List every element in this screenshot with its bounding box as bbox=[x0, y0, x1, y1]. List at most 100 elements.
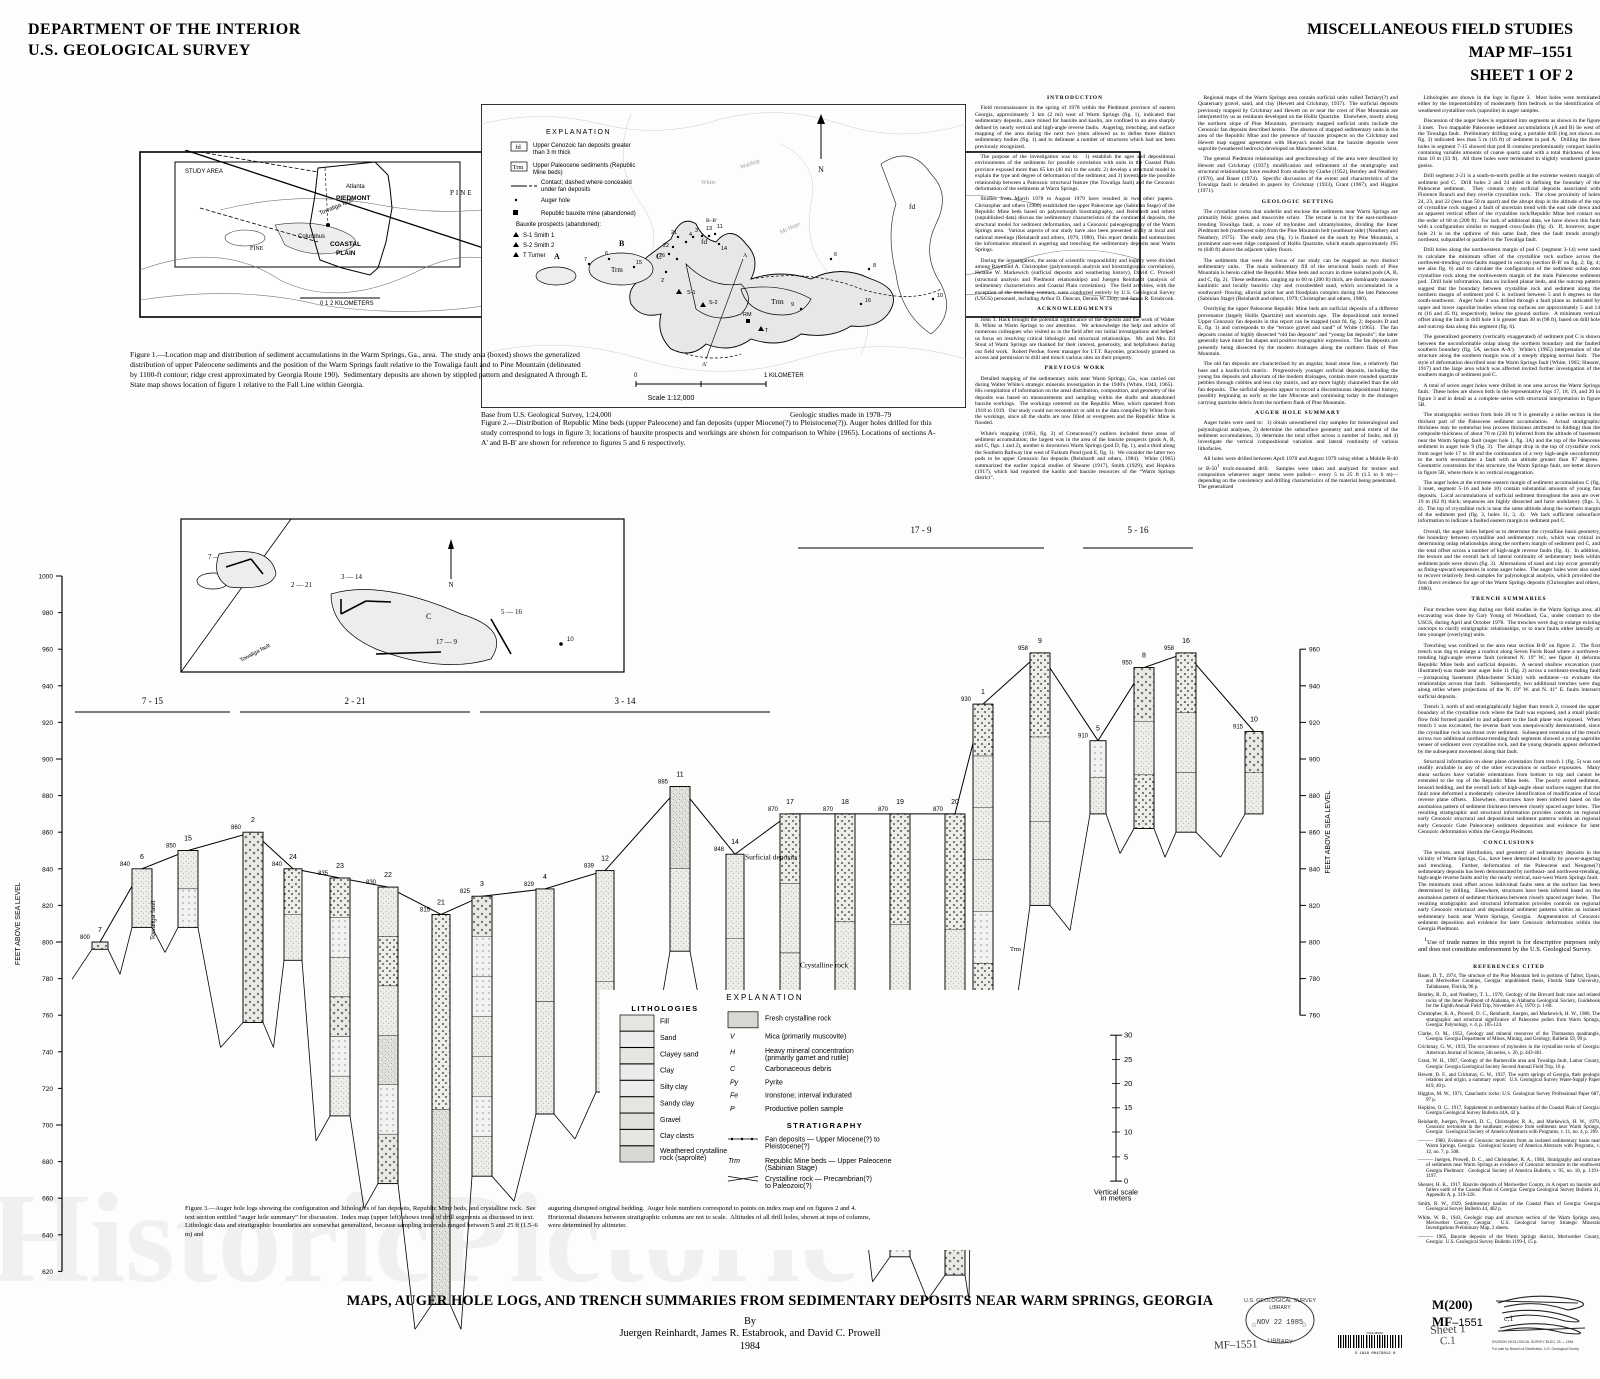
svg-text:860: 860 bbox=[231, 825, 242, 831]
svg-text:740: 740 bbox=[42, 1049, 53, 1056]
svg-text:780: 780 bbox=[42, 976, 53, 983]
svg-text:940: 940 bbox=[1309, 683, 1320, 690]
svg-text:12: 12 bbox=[601, 856, 609, 863]
svg-text:880: 880 bbox=[1309, 793, 1320, 800]
svg-text:Productive pollen sample: Productive pollen sample bbox=[765, 1106, 843, 1113]
svg-text:760: 760 bbox=[1309, 1013, 1320, 1020]
svg-text:910: 910 bbox=[1078, 734, 1089, 740]
svg-text:to Paleozoic(?): to Paleozoic(?) bbox=[765, 1183, 812, 1190]
svg-text:16: 16 bbox=[1182, 638, 1190, 645]
svg-text:10: 10 bbox=[567, 637, 574, 643]
svg-text:17 –– 9: 17 –– 9 bbox=[436, 638, 458, 646]
svg-text:Trm: Trm bbox=[728, 1158, 740, 1165]
svg-text:5: 5 bbox=[1124, 1152, 1128, 1161]
svg-text:8: 8 bbox=[1142, 653, 1146, 660]
svg-text:9: 9 bbox=[1038, 638, 1042, 645]
svg-text:960: 960 bbox=[42, 647, 53, 654]
svg-text:3: 3 bbox=[480, 881, 484, 888]
svg-text:11: 11 bbox=[676, 772, 683, 779]
svg-text:760: 760 bbox=[42, 1013, 53, 1020]
svg-text:840: 840 bbox=[1309, 866, 1320, 873]
svg-text:14: 14 bbox=[731, 839, 739, 846]
svg-text:958: 958 bbox=[1018, 646, 1029, 652]
svg-text:900: 900 bbox=[1309, 757, 1320, 764]
svg-text:Weathered crystalline: Weathered crystalline bbox=[660, 1148, 727, 1155]
svg-text:4: 4 bbox=[543, 874, 547, 881]
svg-text:Fill: Fill bbox=[660, 1019, 669, 1026]
svg-text:19: 19 bbox=[896, 799, 904, 806]
svg-text:860: 860 bbox=[1309, 830, 1320, 837]
svg-text:30: 30 bbox=[1124, 1031, 1132, 1040]
svg-text:LITHOLOGIES: LITHOLOGIES bbox=[631, 1004, 698, 1013]
svg-text:780: 780 bbox=[1309, 976, 1320, 983]
svg-text:848: 848 bbox=[714, 847, 725, 853]
svg-text:5 –– 16: 5 –– 16 bbox=[501, 608, 523, 616]
svg-text:(Sabinian Stage): (Sabinian Stage) bbox=[765, 1165, 817, 1172]
svg-text:870: 870 bbox=[823, 807, 834, 813]
svg-text:Gravel: Gravel bbox=[660, 1117, 681, 1124]
svg-text:Pyrite: Pyrite bbox=[765, 1079, 783, 1086]
svg-text:Pleistocene(?): Pleistocene(?) bbox=[765, 1143, 810, 1150]
svg-text:FEET ABOVE SEA LEVEL: FEET ABOVE SEA LEVEL bbox=[15, 882, 22, 965]
svg-text:20: 20 bbox=[951, 799, 959, 806]
svg-text:Clayey sand: Clayey sand bbox=[660, 1051, 699, 1058]
svg-text:15: 15 bbox=[184, 836, 192, 843]
svg-text:P: P bbox=[730, 1106, 735, 1113]
svg-text:Towaliga fault: Towaliga fault bbox=[150, 900, 157, 940]
svg-text:800: 800 bbox=[42, 940, 53, 947]
svg-text:3 - 14: 3 - 14 bbox=[615, 696, 636, 706]
svg-text:Clay: Clay bbox=[660, 1068, 675, 1075]
svg-text:10: 10 bbox=[1250, 717, 1258, 724]
svg-text:0: 0 bbox=[1124, 1176, 1128, 1185]
svg-text:in meters: in meters bbox=[1101, 1194, 1132, 1203]
svg-text:885: 885 bbox=[658, 780, 669, 786]
svg-text:Republic Mine beds — Upper Pal: Republic Mine beds — Upper Paleocene bbox=[765, 1158, 892, 1165]
svg-text:840: 840 bbox=[272, 862, 283, 868]
svg-text:950: 950 bbox=[1122, 661, 1133, 667]
svg-text:21: 21 bbox=[437, 900, 445, 907]
svg-text:825: 825 bbox=[460, 889, 471, 895]
svg-text:2 –– 21: 2 –– 21 bbox=[291, 581, 313, 589]
svg-text:815: 815 bbox=[420, 908, 431, 914]
svg-text:17: 17 bbox=[786, 799, 794, 806]
svg-text:Fe: Fe bbox=[730, 1093, 738, 1100]
svg-text:830: 830 bbox=[366, 880, 377, 886]
svg-text:940: 940 bbox=[42, 683, 53, 690]
svg-text:15: 15 bbox=[1124, 1103, 1132, 1112]
svg-text:720: 720 bbox=[42, 1086, 53, 1093]
svg-text:800: 800 bbox=[80, 935, 91, 941]
svg-text:915: 915 bbox=[1233, 725, 1244, 731]
svg-text:860: 860 bbox=[42, 830, 53, 837]
svg-text:Fan deposits — Upper Miocene(?: Fan deposits — Upper Miocene(?) to bbox=[765, 1136, 880, 1143]
svg-text:Clay clasts: Clay clasts bbox=[660, 1133, 694, 1140]
svg-text:900: 900 bbox=[42, 757, 53, 764]
svg-text:N: N bbox=[448, 581, 453, 589]
svg-text:829: 829 bbox=[524, 882, 535, 888]
svg-text:960: 960 bbox=[1309, 647, 1320, 654]
svg-text:20: 20 bbox=[1124, 1079, 1132, 1088]
svg-text:C: C bbox=[426, 612, 431, 621]
svg-text:Silty clay: Silty clay bbox=[660, 1084, 688, 1091]
svg-text:6: 6 bbox=[140, 854, 144, 861]
svg-text:1: 1 bbox=[981, 689, 985, 696]
svg-text:7: 7 bbox=[98, 927, 102, 934]
svg-text:820: 820 bbox=[42, 903, 53, 910]
svg-text:Trm: Trm bbox=[1010, 946, 1021, 953]
svg-text:Sandy clay: Sandy clay bbox=[660, 1100, 695, 1107]
svg-text:839: 839 bbox=[584, 864, 595, 870]
svg-text:680: 680 bbox=[42, 1159, 53, 1166]
svg-text:800: 800 bbox=[1309, 940, 1320, 947]
svg-text:1000: 1000 bbox=[39, 574, 54, 581]
svg-text:5 - 16: 5 - 16 bbox=[1128, 525, 1149, 535]
svg-text:STRATIGRAPHY: STRATIGRAPHY bbox=[787, 1121, 864, 1130]
svg-text:958: 958 bbox=[1164, 646, 1175, 652]
svg-text:22: 22 bbox=[384, 872, 392, 879]
svg-text:620: 620 bbox=[42, 1269, 53, 1276]
svg-text:980: 980 bbox=[42, 610, 53, 617]
svg-text:2: 2 bbox=[251, 817, 255, 824]
svg-text:25: 25 bbox=[1124, 1055, 1132, 1064]
svg-text:660: 660 bbox=[42, 1196, 53, 1203]
svg-text:700: 700 bbox=[42, 1123, 53, 1130]
svg-text:840: 840 bbox=[42, 866, 53, 873]
svg-text:920: 920 bbox=[42, 720, 53, 727]
